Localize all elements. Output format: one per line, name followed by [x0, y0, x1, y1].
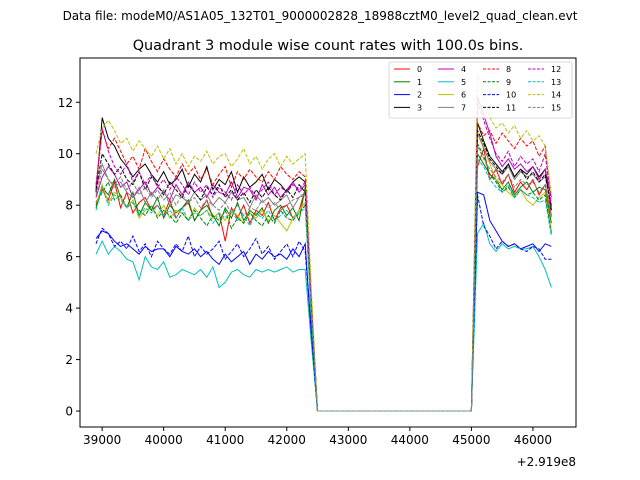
x-tick-label: 42000 [268, 433, 306, 447]
y-tick-label: 4 [65, 302, 73, 316]
legend-label-6: 6 [461, 91, 466, 100]
x-tick-label: 45000 [452, 433, 490, 447]
legend-label-1: 1 [417, 78, 422, 87]
legend-frame [388, 61, 573, 119]
legend-label-14: 14 [551, 91, 561, 100]
legend-label-13: 13 [551, 78, 561, 87]
x-tick-label: 41000 [206, 433, 244, 447]
y-tick-label: 10 [58, 147, 73, 161]
legend-label-11: 11 [506, 103, 516, 112]
x-axis: 39000 40000 41000 42000 43000 44000 45000 46000 [83, 427, 552, 447]
legend-label-9: 9 [506, 78, 511, 87]
figure-suptitle: Data file: modeM0/AS1A05_132T01_90000028… [63, 9, 578, 23]
y-tick-label: 0 [65, 405, 73, 419]
x-tick-label: 44000 [391, 433, 429, 447]
x-tick-label: 46000 [514, 433, 552, 447]
legend-label-2: 2 [417, 91, 422, 100]
y-tick-label: 6 [65, 250, 73, 264]
x-tick-label: 39000 [83, 433, 121, 447]
axes-frame [79, 57, 577, 428]
x-tick-label: 43000 [329, 433, 367, 447]
y-axis: 0 2 4 6 8 10 12 [58, 96, 80, 419]
legend-label-0: 0 [417, 65, 422, 74]
legend-label-12: 12 [551, 65, 561, 74]
y-tick-label: 8 [65, 199, 73, 213]
series-lines [95, 73, 552, 412]
x-offset-label: +2.919e8 [517, 455, 576, 469]
legend-label-8: 8 [506, 65, 511, 74]
y-tick-label: 2 [65, 353, 73, 367]
legend-label-3: 3 [417, 103, 422, 112]
x-tick-label: 40000 [145, 433, 183, 447]
legend-label-4: 4 [461, 65, 466, 74]
series-line-15 [95, 145, 552, 412]
legend-label-10: 10 [506, 91, 516, 100]
legend-label-7: 7 [461, 103, 466, 112]
series-line-14 [95, 73, 552, 412]
plot-area: 39000 40000 41000 42000 43000 44000 45000 46000… [58, 57, 577, 447]
legend-label-5: 5 [461, 78, 466, 87]
legend-label-15: 15 [551, 103, 561, 112]
chart-title: Quadrant 3 module wise count rates with … [133, 38, 524, 54]
y-tick-label: 12 [58, 96, 73, 110]
